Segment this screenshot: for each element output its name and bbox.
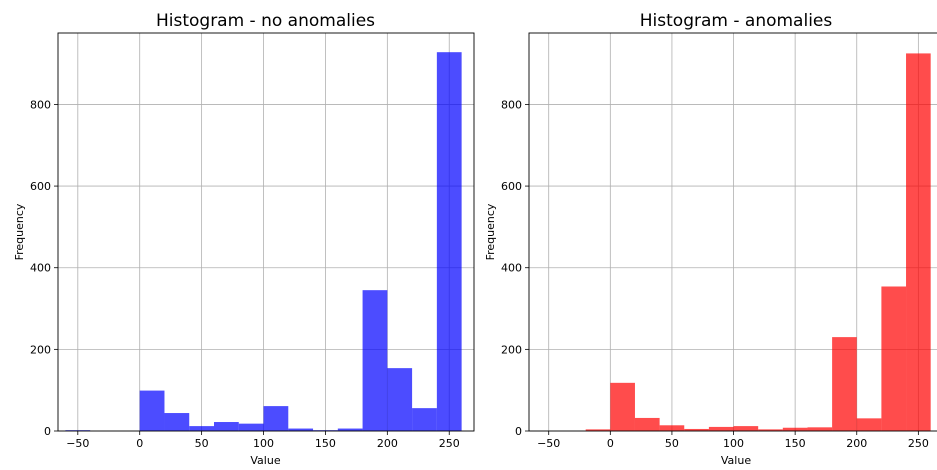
y-tick-label: 600 [501, 180, 522, 193]
y-tick-label: 600 [30, 180, 51, 193]
histogram-bar [856, 418, 882, 431]
histogram-bar [263, 406, 289, 431]
histogram-bar [585, 429, 611, 431]
histogram-bar [906, 53, 931, 432]
histogram-bar [214, 422, 239, 431]
histogram-anomalies-panel: Histogram - anomalies Value Frequency −5… [484, 11, 937, 467]
histogram-bar [832, 337, 857, 431]
x-tick-label: 150 [785, 437, 806, 450]
histogram-bar [782, 427, 808, 431]
x-tick-label: 0 [136, 437, 143, 450]
x-tick-label: 0 [607, 437, 614, 450]
histogram-bar [139, 390, 165, 431]
x-tick-label: 200 [377, 437, 398, 450]
histogram-bar [807, 427, 833, 431]
chart-title: Histogram - no anomalies [156, 11, 375, 31]
histogram-bar [758, 429, 783, 431]
x-axis-label: Value [721, 454, 751, 466]
histogram-bar [387, 368, 413, 431]
x-axis-label: Value [250, 454, 280, 466]
histogram-no-anomalies-panel: Histogram - no anomalies Value Frequency… [13, 11, 475, 467]
histogram-bar [881, 286, 907, 431]
histogram-bar [164, 413, 190, 431]
histogram-bar [362, 290, 388, 431]
y-tick-label: 400 [30, 262, 51, 275]
x-tick-label: −50 [66, 437, 89, 450]
histogram-bar [337, 428, 363, 431]
y-tick-label: 200 [30, 343, 51, 356]
axes-frame [528, 32, 937, 432]
y-tick-label: 0 [44, 425, 51, 438]
histogram-bar [412, 408, 437, 431]
histogram-bar [189, 426, 214, 431]
histogram-bar [708, 426, 734, 431]
x-tick-label: 250 [439, 437, 460, 450]
axes-frame [57, 32, 475, 432]
grid-lines [529, 33, 937, 432]
histogram-bar [288, 428, 314, 431]
histogram-bar [684, 428, 709, 431]
x-tick-label: 200 [846, 437, 867, 450]
chart-title: Histogram - anomalies [640, 11, 833, 31]
histogram-bar [610, 382, 635, 431]
y-tick-label: 0 [515, 425, 522, 438]
histogram-bar [634, 417, 660, 431]
x-tick-label: 150 [315, 437, 336, 450]
histogram-bars [65, 52, 462, 432]
y-tick-label: 400 [501, 262, 522, 275]
x-tick-label: 50 [665, 437, 679, 450]
y-axis-label: Frequency [484, 203, 497, 260]
y-tick-label: 800 [501, 98, 522, 111]
y-axis-label: Frequency [13, 203, 26, 260]
x-tick-label: 100 [253, 437, 274, 450]
x-tick-label: 250 [908, 437, 929, 450]
tick-marks: −50 0 50 100 150 200 250 0 200 400 600 800 [30, 98, 460, 450]
y-tick-label: 800 [30, 98, 51, 111]
x-tick-label: 50 [195, 437, 209, 450]
x-tick-label: −50 [537, 437, 560, 450]
y-tick-label: 200 [501, 343, 522, 356]
histogram-bars [585, 53, 931, 432]
tick-marks: −50 0 50 100 150 200 250 0 200 400 600 800 [501, 98, 929, 450]
histogram-bar [659, 425, 685, 431]
histogram-bar [238, 423, 264, 431]
histogram-bar [436, 52, 462, 432]
histogram-bar [733, 426, 759, 431]
x-tick-label: 100 [723, 437, 744, 450]
grid-lines [58, 33, 474, 432]
